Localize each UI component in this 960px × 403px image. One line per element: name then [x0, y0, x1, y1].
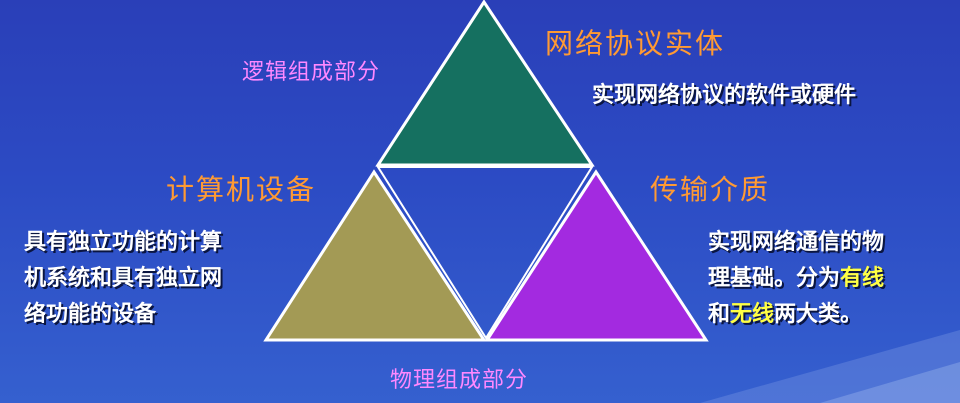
- top-triangle-description: 实现网络协议的软件或硬件: [592, 83, 857, 108]
- right-triangle: [484, 169, 709, 342]
- top-triangle: [375, 0, 595, 167]
- center-triangle: [376, 166, 594, 340]
- physical-component-label: 物理组成部分: [390, 368, 529, 393]
- left-triangle-description: 具有独立功能的计算 机系统和具有独立网 络功能的设备: [24, 225, 222, 333]
- right-desc-line-3-prefix: 和: [708, 302, 731, 327]
- right-desc-line-3: 和无线两大类。: [708, 297, 884, 333]
- left-desc-line-2: 机系统和具有独立网: [24, 266, 223, 291]
- top-triangle-title: 网络协议实体: [545, 27, 726, 60]
- logical-component-label: 逻辑组成部分: [242, 60, 381, 85]
- wired-highlight: 有线: [840, 266, 885, 291]
- right-desc-line-3-suffix: 两大类。: [774, 302, 863, 327]
- left-triangle-title: 计算机设备: [166, 173, 317, 206]
- right-desc-line-2-text: 理基础。分为: [708, 266, 841, 291]
- right-desc-line-2: 理基础。分为有线: [708, 261, 884, 297]
- left-desc-line-1: 具有独立功能的计算: [24, 230, 223, 255]
- left-triangle: [263, 169, 487, 342]
- left-desc-line-3: 络功能的设备: [24, 302, 157, 327]
- right-desc-line-1: 实现网络通信的物: [708, 230, 885, 255]
- right-triangle-description: 实现网络通信的物 理基础。分为有线 和无线两大类。: [708, 225, 884, 333]
- right-triangle-title: 传输介质: [650, 173, 771, 206]
- wireless-highlight: 无线: [730, 302, 775, 327]
